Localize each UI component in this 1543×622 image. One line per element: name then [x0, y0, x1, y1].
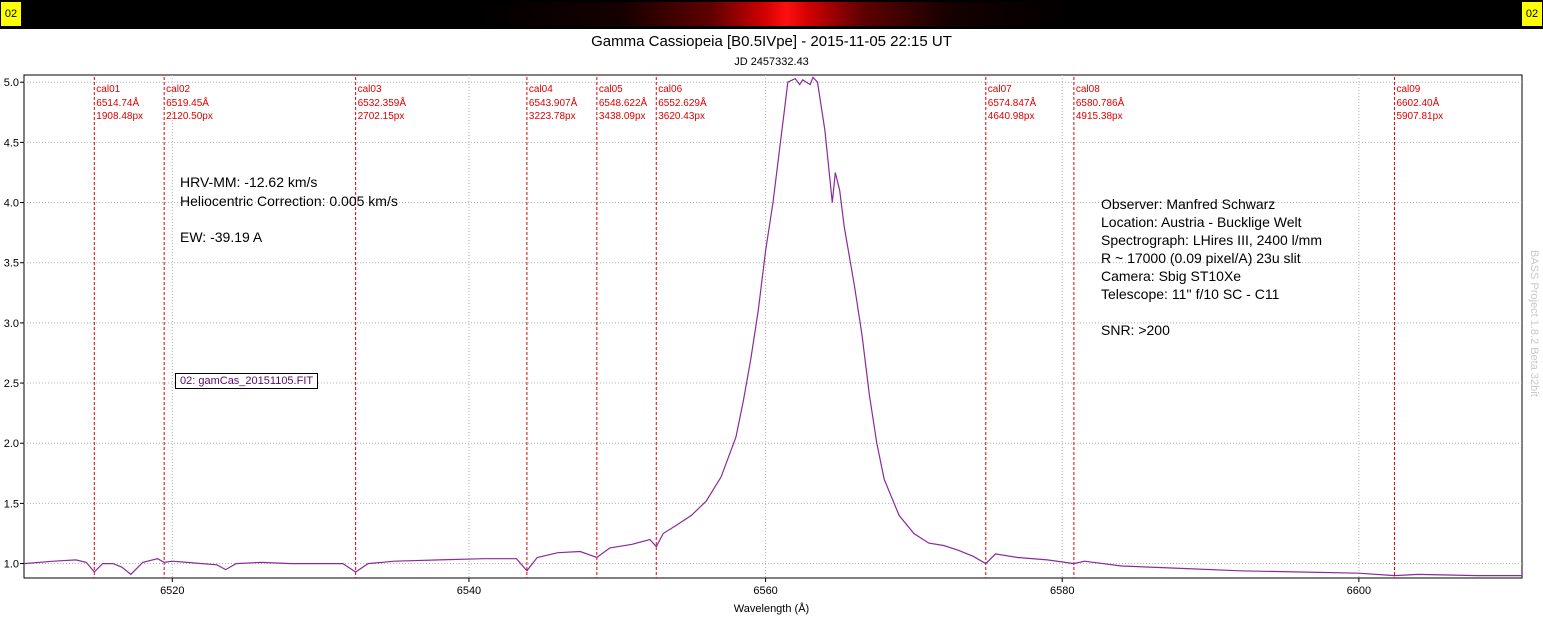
calibration-pixel: 2120.50px	[166, 111, 213, 122]
calibration-wavelength: 6514.74Å	[96, 96, 139, 109]
x-tick-label: 6560	[753, 585, 777, 597]
observer-note: Observer: Manfred Schwarz	[1101, 196, 1276, 212]
calibration-wavelength: 6574.847Å	[988, 96, 1037, 109]
left-badge: 02	[1, 2, 21, 26]
y-tick-label: 1.0	[4, 559, 19, 571]
camera-note: Camera: Sbig ST10Xe	[1101, 268, 1242, 284]
x-tick-label: 6580	[1050, 585, 1074, 597]
x-tick-label: 6600	[1347, 585, 1371, 597]
calibration-pixel: 3223.78px	[529, 111, 576, 122]
calibration-pixel: 3620.43px	[658, 111, 705, 122]
x-tick-label: 6540	[457, 585, 481, 597]
calibration-wavelength: 6552.629Å	[658, 96, 707, 109]
calibration-name: cal03	[358, 84, 382, 95]
correction-note: Heliocentric Correction: 0.005 km/s	[180, 193, 398, 209]
y-tick-label: 2.0	[4, 438, 19, 450]
calibration-wavelength: 6580.786Å	[1076, 96, 1125, 109]
calibration-wavelength: 6548.622Å	[599, 96, 648, 109]
location-note: Location: Austria - Bucklige Welt	[1101, 214, 1302, 230]
ew-note: EW: -39.19 A	[180, 229, 263, 245]
spectrum-series-line	[23, 76, 1522, 577]
file-label[interactable]: 02: gamCas_20151105.FIT	[175, 373, 319, 389]
hrv-note: HRV-MM: -12.62 km/s	[180, 174, 318, 190]
software-version-text: BASS Project 1.8.2 Beta 32bit	[1528, 250, 1540, 397]
calibration-name: cal06	[658, 84, 682, 95]
spectrum-gradient	[22, 2, 1521, 26]
calibration-name: cal08	[1076, 84, 1100, 95]
calibration-name: cal07	[988, 84, 1012, 95]
right-badge: 02	[1522, 2, 1542, 26]
y-tick-label: 1.5	[4, 498, 19, 510]
calibration-wavelength: 6519.45Å	[166, 96, 209, 109]
calibration-wavelength: 6602.40Å	[1396, 96, 1439, 109]
x-tick-label: 6520	[160, 585, 184, 597]
calibration-name: cal04	[529, 84, 553, 95]
calibration-pixel: 5907.81px	[1396, 111, 1443, 122]
calibration-pixel: 3438.09px	[599, 111, 646, 122]
telescope-note: Telescope: 11'' f/10 SC - C11	[1101, 286, 1280, 302]
y-tick-label: 3.0	[4, 318, 19, 330]
y-tick-label: 4.5	[4, 137, 19, 149]
calibration-pixel: 1908.48px	[96, 111, 143, 122]
snr-note: SNR: >200	[1101, 322, 1170, 338]
calibration-wavelength: 6543.907Å	[529, 96, 578, 109]
calibration-name: cal01	[96, 84, 120, 95]
resolution-note: R ~ 17000 (0.09 pixel/A) 23u slit	[1101, 250, 1301, 266]
calibration-pixel: 2702.15px	[358, 111, 405, 122]
spectrograph-note: Spectrograph: LHires III, 2400 l/mm	[1101, 232, 1322, 248]
y-tick-label: 4.0	[4, 198, 19, 210]
calibration-wavelength: 6532.359Å	[358, 96, 407, 109]
y-tick-label: 2.5	[4, 378, 19, 390]
calibration-pixel: 4640.98px	[988, 111, 1035, 122]
y-tick-label: 3.5	[4, 258, 19, 270]
x-axis-label: Wavelength (Å)	[733, 603, 810, 615]
calibration-name: cal05	[599, 84, 623, 95]
spectrum-color-bar: 02 02	[0, 0, 1543, 29]
y-tick-label: 5.0	[4, 77, 19, 89]
calibration-pixel: 4915.38px	[1076, 111, 1123, 122]
chart-subtitle: JD 2457332.43	[734, 56, 809, 68]
calibration-name: cal02	[166, 84, 190, 95]
plot-frame	[23, 74, 1523, 579]
calibration-name: cal09	[1396, 84, 1420, 95]
chart-title: Gamma Cassiopeia [B0.5IVpe] - 2015-11-05…	[591, 33, 952, 50]
